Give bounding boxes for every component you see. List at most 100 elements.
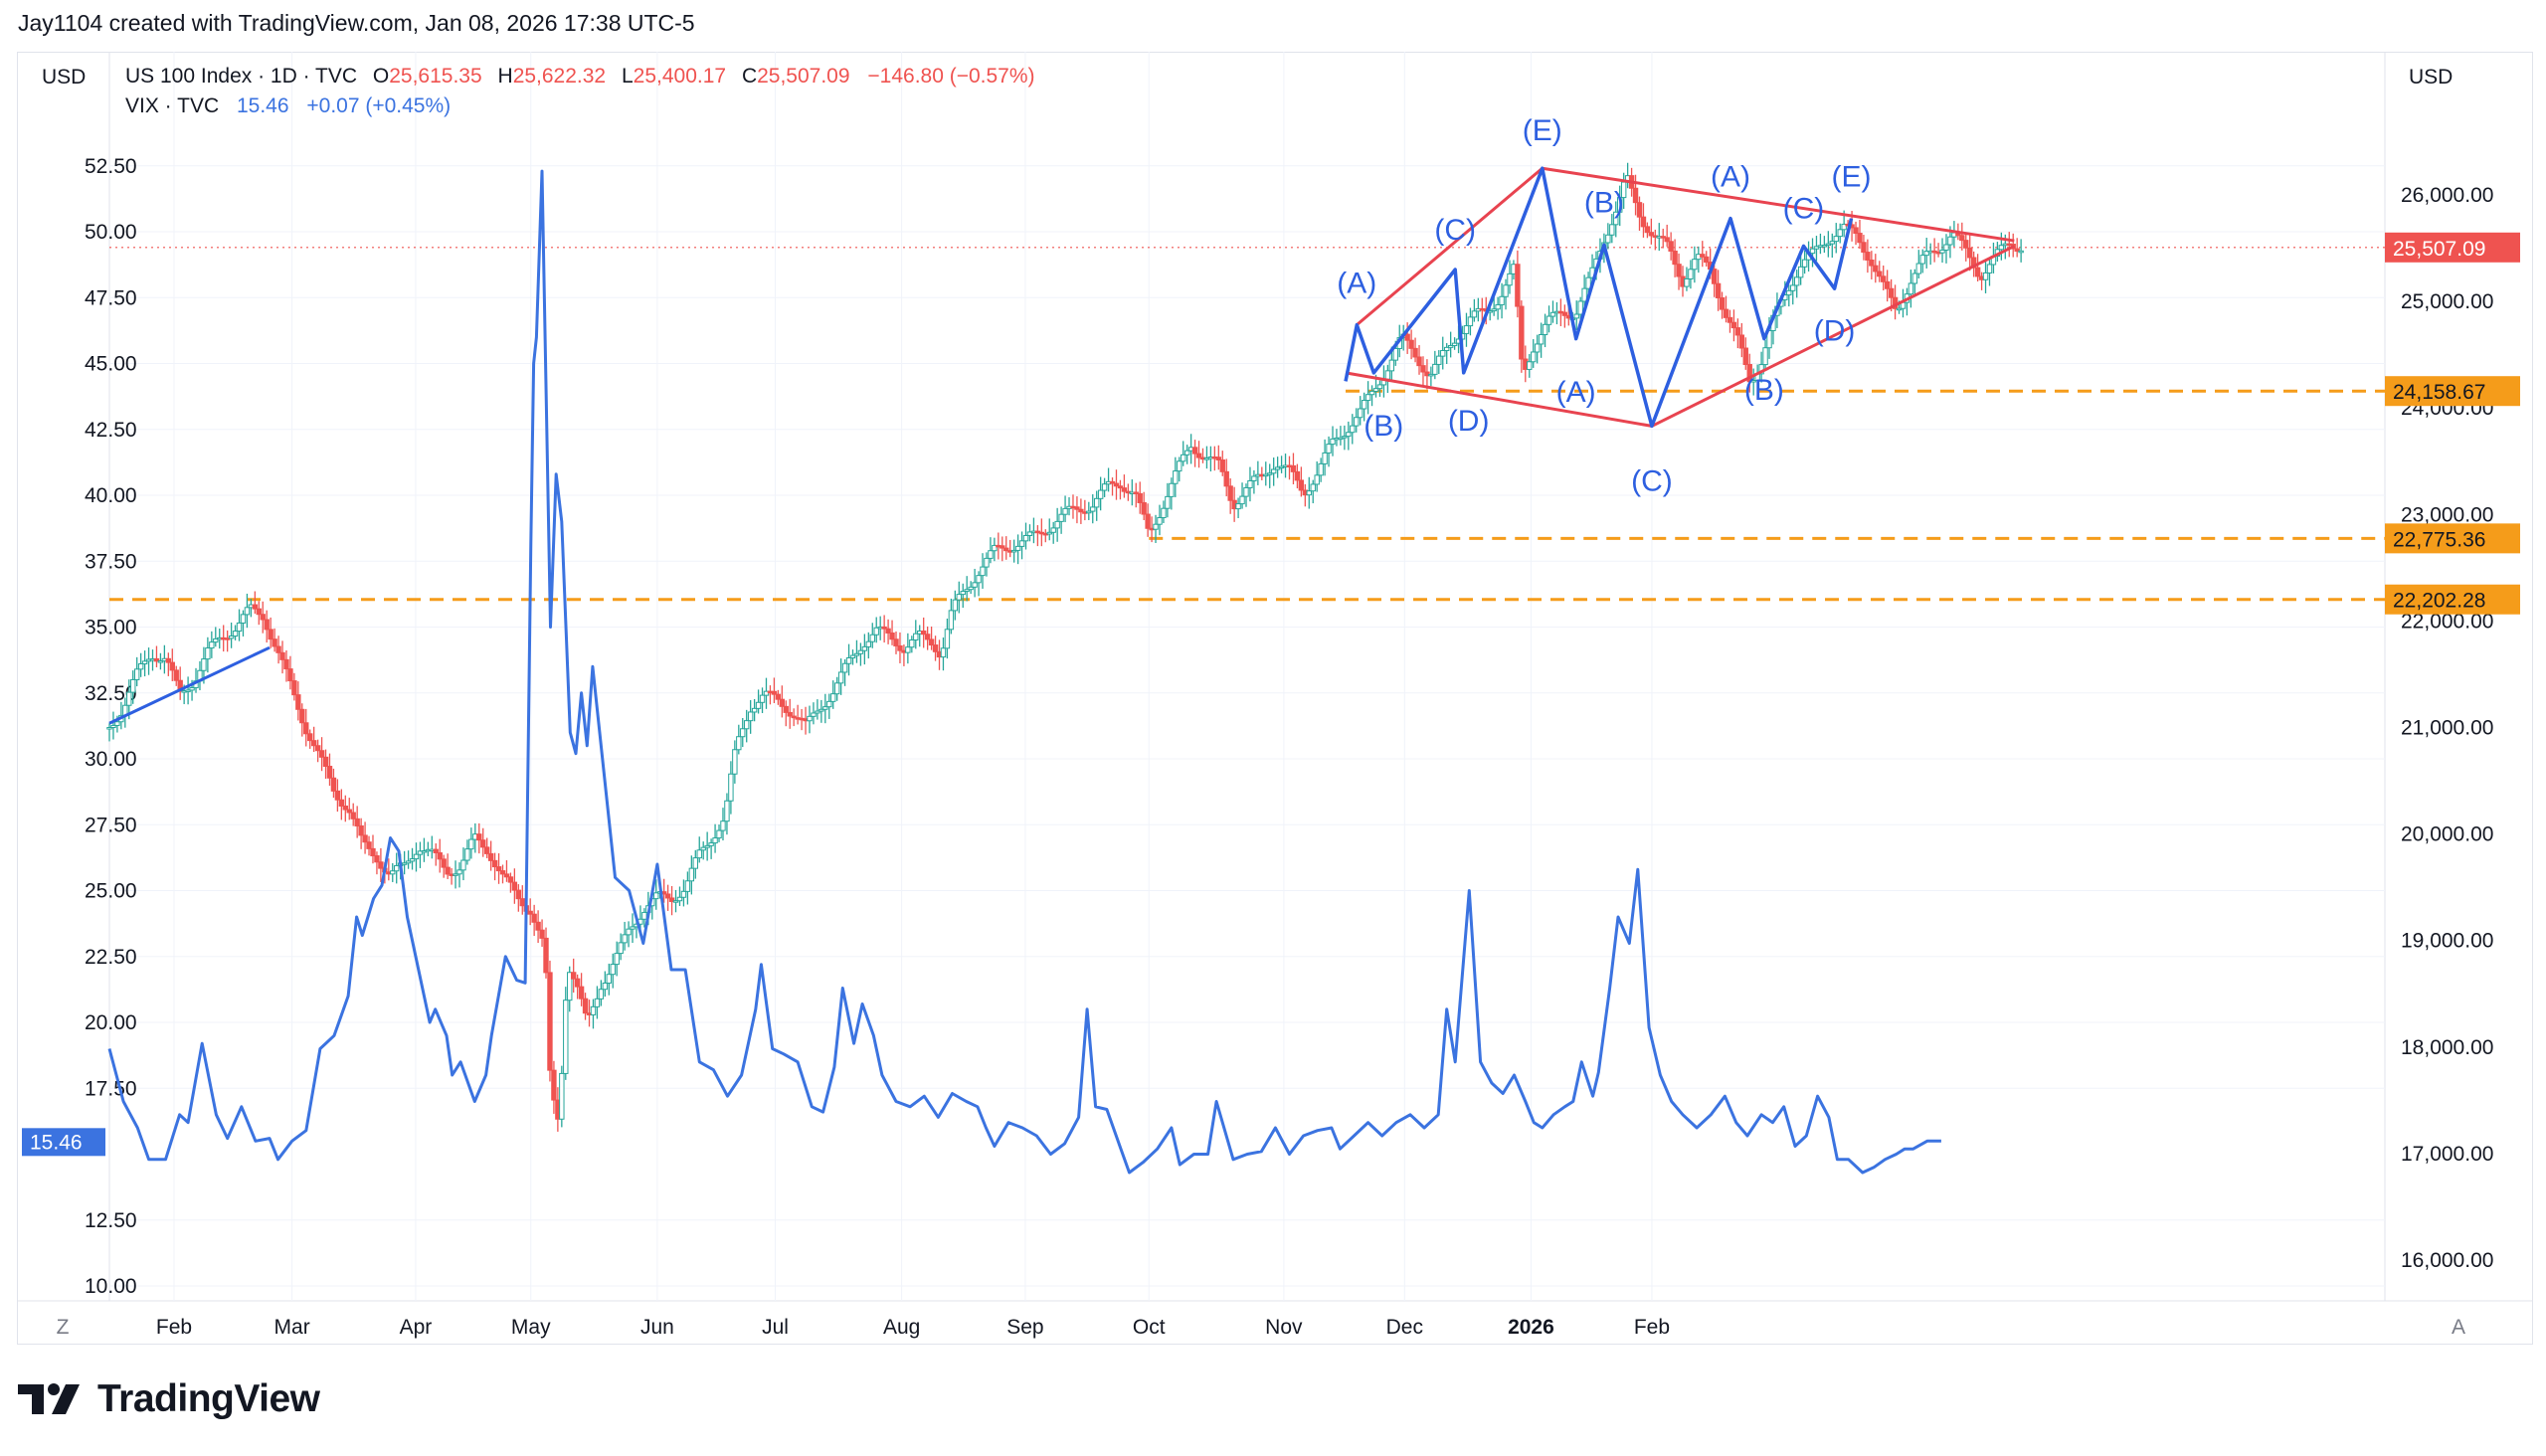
ndx-candle-body[interactable] <box>791 715 797 719</box>
ndx-candle-body[interactable] <box>716 829 722 839</box>
ndx-candle-body[interactable] <box>684 880 691 892</box>
ndx-candle-body[interactable] <box>417 850 424 855</box>
ndx-candle-body[interactable] <box>1195 453 1202 458</box>
ndx-candle-body[interactable] <box>1451 342 1458 346</box>
ndx-candle-body[interactable] <box>205 647 211 660</box>
ndx-candle-body[interactable] <box>409 858 416 862</box>
ndx-candle-body[interactable] <box>342 806 349 811</box>
ndx-candle-body[interactable] <box>1137 492 1143 503</box>
ndx-candle-body[interactable] <box>1412 347 1418 358</box>
ndx-candle-body[interactable] <box>299 708 305 724</box>
ndx-candle-body[interactable] <box>664 893 671 899</box>
ndx-candle-body[interactable] <box>630 926 636 930</box>
ndx-candle-body[interactable] <box>456 869 462 875</box>
ndx-candle-body[interactable] <box>1738 334 1745 349</box>
ndx-candle-body[interactable] <box>1298 479 1305 491</box>
ndx-candle-body[interactable] <box>1531 351 1537 363</box>
ndx-candle-body[interactable] <box>1896 307 1903 311</box>
ndx-candle-body[interactable] <box>137 662 144 670</box>
ndx-candle-body[interactable] <box>1534 343 1541 353</box>
ndx-candle-body[interactable] <box>559 1072 565 1120</box>
ndx-candle-body[interactable] <box>944 629 951 649</box>
ndx-candle-body[interactable] <box>1915 263 1921 274</box>
ndx-candle-body[interactable] <box>1357 408 1364 419</box>
ndx-candle-body[interactable] <box>1841 223 1847 231</box>
ndx-candle-body[interactable] <box>437 851 443 860</box>
ndx-candle-body[interactable] <box>1750 379 1756 383</box>
ndx-candle-body[interactable] <box>1342 436 1348 439</box>
ndx-candle-body[interactable] <box>747 711 754 722</box>
ndx-candle-body[interactable] <box>1684 277 1690 287</box>
ndx-candle-body[interactable] <box>704 844 710 848</box>
ndx-candle-body[interactable] <box>1873 265 1879 273</box>
ndx-candle-body[interactable] <box>1881 275 1887 282</box>
ndx-candle-body[interactable] <box>1416 356 1422 367</box>
ndx-candle-body[interactable] <box>1235 503 1241 510</box>
ndx-candle-body[interactable] <box>606 974 612 984</box>
ndx-candle-body[interactable] <box>350 812 356 819</box>
ndx-candle-body[interactable] <box>460 859 466 871</box>
ndx-candle-body[interactable] <box>507 876 514 883</box>
ndx-candle-body[interactable] <box>1392 347 1398 361</box>
ndx-candle-body[interactable] <box>1432 363 1438 375</box>
ndx-candle-body[interactable] <box>696 849 702 859</box>
ndx-candle-body[interactable] <box>1613 211 1619 226</box>
ndx-candle-body[interactable] <box>845 657 852 664</box>
ndx-candle-body[interactable] <box>1094 497 1100 508</box>
ndx-candle-body[interactable] <box>1086 510 1092 514</box>
ndx-candle-body[interactable] <box>295 694 301 710</box>
ndx-candle-body[interactable] <box>626 928 632 936</box>
ndx-candle-body[interactable] <box>1861 242 1867 254</box>
ndx-candle-body[interactable] <box>940 647 947 658</box>
ndx-candle-body[interactable] <box>897 644 903 651</box>
ndx-candle-body[interactable] <box>1121 487 1128 492</box>
ndx-candle-body[interactable] <box>1581 287 1587 302</box>
ndx-candle-body[interactable] <box>441 858 447 868</box>
ndx-candle-body[interactable] <box>495 866 502 872</box>
ndx-candle-body[interactable] <box>1704 256 1710 264</box>
ndx-candle-body[interactable] <box>815 710 820 714</box>
chart-frame[interactable] <box>17 52 2533 1345</box>
ndx-candle-body[interactable] <box>1447 344 1454 348</box>
ndx-candle-body[interactable] <box>873 627 879 636</box>
ndx-candle-body[interactable] <box>1000 545 1005 549</box>
ndx-candle-body[interactable] <box>1974 267 1981 277</box>
ndx-candle-body[interactable] <box>240 614 247 624</box>
ndx-candle-body[interactable] <box>1215 456 1222 460</box>
ndx-candle-body[interactable] <box>992 544 998 552</box>
ndx-candle-body[interactable] <box>185 689 191 692</box>
ndx-candle-body[interactable] <box>622 934 628 944</box>
ndx-candle-body[interactable] <box>2014 248 2020 253</box>
ndx-candle-body[interactable] <box>574 978 581 988</box>
ndx-candle-body[interactable] <box>209 641 215 649</box>
ndx-candle-body[interactable] <box>1672 250 1678 266</box>
ndx-candle-body[interactable] <box>264 619 270 631</box>
ndx-candle-body[interactable] <box>165 657 172 663</box>
ndx-candle-body[interactable] <box>708 842 714 846</box>
ndx-candle-body[interactable] <box>1318 462 1324 476</box>
ndx-candle-body[interactable] <box>106 727 112 730</box>
ndx-candle-body[interactable] <box>405 860 412 864</box>
ndx-candle-body[interactable] <box>303 722 309 735</box>
ndx-candle-body[interactable] <box>1183 450 1190 455</box>
ndx-candle-body[interactable] <box>1986 264 1993 273</box>
ndx-candle-body[interactable] <box>519 898 525 907</box>
ndx-candle-body[interactable] <box>1384 370 1391 380</box>
ndx-candle-body[interactable] <box>1169 482 1175 497</box>
ndx-candle-body[interactable] <box>1998 245 2005 251</box>
ndx-candle-body[interactable] <box>779 698 786 707</box>
ndx-candle-body[interactable] <box>598 989 605 1000</box>
ndx-candle-body[interactable] <box>543 937 549 974</box>
ndx-candle-body[interactable] <box>268 629 273 640</box>
ndx-candle-body[interactable] <box>322 756 329 768</box>
ndx-candle-body[interactable] <box>1263 473 1269 477</box>
ndx-candle-body[interactable] <box>1330 438 1336 446</box>
ndx-candle-body[interactable] <box>1793 276 1800 286</box>
ndx-candle-body[interactable] <box>1177 460 1182 472</box>
ndx-candle-body[interactable] <box>1742 347 1748 366</box>
ndx-candle-body[interactable] <box>291 680 297 696</box>
ndx-candle-body[interactable] <box>307 733 313 742</box>
ndx-candle-body[interactable] <box>1097 489 1104 499</box>
ndx-candle-body[interactable] <box>857 649 864 654</box>
ndx-candle-body[interactable] <box>1821 245 1828 248</box>
